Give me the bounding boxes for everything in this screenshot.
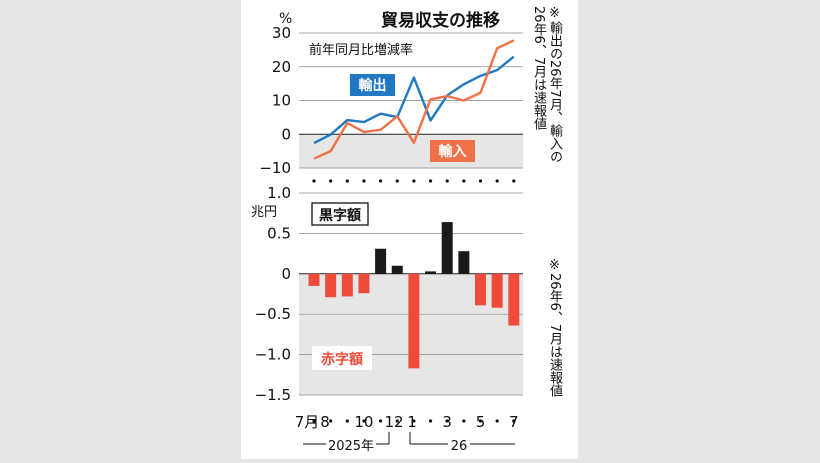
surplus-bar [425,271,437,274]
year-brackets: 2025年 26 [303,432,515,454]
month-tick-dot [445,179,449,183]
x-tick-label: 5 [476,413,486,431]
bottom-y-tick-label: −1.5 [255,386,291,404]
month-tick-dot [312,179,316,183]
month-tick-dot [379,419,383,423]
surplus-bar [458,251,470,274]
x-tick-label: 10 [354,413,373,431]
top-y-tick-label: −10 [259,159,291,177]
month-tick-dot [412,179,416,183]
x-tick-label: 8 [320,413,330,431]
imports-line [313,39,515,160]
month-tick-dot [412,419,416,423]
month-tick-dot [495,179,499,183]
top-unit-label: % [279,11,292,27]
deficit-bar [508,273,520,326]
top-y-tick-label: 10 [272,92,291,110]
month-tick-dot [478,179,483,183]
deficit-bar [325,273,337,298]
deficit-bar [475,273,486,306]
note-top-text: ※輸出の26年7月、輸入の26年6、7月は速報値 [531,6,562,163]
bottom-y-tick-label: 0 [281,265,291,283]
month-tick-dot [329,179,333,183]
bottom-y-tick-label: 0.5 [267,224,291,242]
surplus-bar [391,265,403,274]
chart-panel: 30 20 10 0 −10 1.0 0.5 0 −0.5 −1.0 −1.5 貿易収支の推移 % … [241,0,578,459]
deficit-bar [308,273,320,286]
month-tick-dot [379,179,383,183]
imports-legend: 輸入 [430,140,475,162]
chart-title: 貿易収支の推移 [381,10,500,31]
bottom-unit-label: 兆円 [251,205,277,220]
imports-label: 輸入 [439,143,467,160]
top-y-tick-label: 30 [272,24,291,42]
x-tick-label: 7月 [295,413,320,431]
month-tick-dot [462,179,466,183]
surplus-legend: 黒字額 [311,202,369,226]
note-bottom: ※26年6、7月は速報値 [546,258,570,428]
month-tick-dot [512,179,516,183]
month-tick-dot [495,419,499,423]
exports-legend: 輸出 [350,74,395,96]
year-label-2026: 26 [451,439,468,454]
surplus-bar [441,222,453,274]
deficit-label: 赤字額 [321,351,363,368]
surplus-label: 黒字額 [319,207,361,224]
month-tick-dot [445,419,449,423]
month-tick-dot [428,179,433,183]
top-y-tick-label: 0 [281,125,291,143]
year-label-2025: 2025年 [328,439,374,454]
month-tick-dot [345,179,349,183]
x-tick-label: 12 [384,413,403,431]
month-tick-dot [329,419,333,423]
month-tick-dot [345,419,349,423]
month-tick-dot [478,419,483,423]
month-tick-dot [512,419,516,423]
x-tick-label: 3 [442,413,452,431]
exports-label: 輸出 [359,77,387,94]
bottom-y-tick-label: −1.0 [255,346,291,364]
month-tick-dot [428,419,433,423]
month-tick-dot [462,419,466,423]
deficit-bar [358,273,370,294]
month-tick-dot [395,179,399,183]
x-tick-label: 1 [407,413,417,431]
surplus-bar [375,248,387,274]
note-top: ※輸出の26年7月、輸入の26年6、7月は速報値 [530,6,580,176]
deficit-bar [491,273,503,308]
deficit-bar [341,273,353,297]
top-chart-subtitle: 前年同月比増減率 [309,42,413,58]
month-tick-dot [312,419,316,423]
month-tick-dot [362,179,366,183]
month-tick-dot [362,419,366,423]
bottom-y-tick-label: 1.0 [267,184,291,202]
top-y-tick-label: 20 [272,58,291,76]
deficit-bar [408,273,420,369]
exports-line [313,55,515,145]
bottom-y-tick-label: −0.5 [255,305,291,323]
x-tick-label: 7 [509,413,519,431]
month-tick-dot [395,419,399,423]
deficit-legend: 赤字額 [312,346,372,370]
note-bottom-text: ※26年6、7月は速報値 [547,258,562,398]
